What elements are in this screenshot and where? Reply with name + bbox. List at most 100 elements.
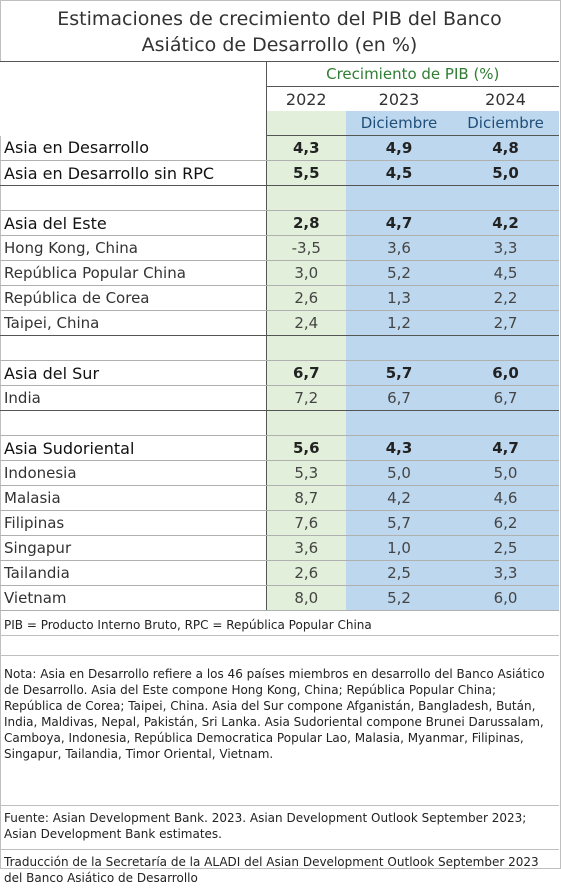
row-label: Malasia [0,485,267,511]
row-label [0,335,267,361]
value-cell: 5,0 [346,460,452,486]
value-cell: 3,0 [266,260,346,286]
value-cell: 4,5 [346,160,452,186]
value-cell: 6,7 [346,385,452,411]
value-cell: 1,2 [346,310,452,336]
table-row: Taipei, China 2,4 1,2 2,7 [0,310,560,336]
value-cell [452,335,560,361]
value-cell: 8,0 [266,585,346,611]
table-row: República de Corea 2,6 1,3 2,2 [0,285,560,311]
growth-label: Crecimiento de PIB (%) [266,62,560,87]
row-label: Asia del Este [0,210,267,236]
spacer-row [0,335,560,361]
value-cell: 4,2 [346,485,452,511]
table-row: India 7,2 6,7 6,7 [0,385,560,411]
value-cell: 6,7 [266,360,346,386]
row-label: Singapur [0,535,267,561]
row-label [0,410,267,436]
table-row: Filipinas 7,6 5,7 6,2 [0,510,560,536]
header-row-years: 2022 2023 2024 [0,86,560,111]
value-cell: 5,6 [266,435,346,461]
value-cell [452,410,560,436]
gdp-table: Crecimiento de PIB (%) 2022 2023 2024 Di… [0,62,560,611]
value-cell: 4,7 [346,210,452,236]
notes-section: PIB = Producto Interno Bruto, RPC = Repú… [0,612,559,890]
spacer-row [0,410,560,436]
value-cell: 2,6 [266,560,346,586]
value-cell: 5,7 [346,510,452,536]
table-row: Malasia 8,7 4,2 4,6 [0,485,560,511]
row-label: Vietnam [0,585,267,611]
value-cell [346,185,452,211]
value-cell: 6,7 [452,385,560,411]
row-label: Asia en Desarrollo sin RPC [0,160,267,186]
value-cell: 1,0 [346,535,452,561]
value-cell: 1,3 [346,285,452,311]
month-2023: Diciembre [346,111,452,136]
table-row: Asia del Sur 6,7 5,7 6,0 [0,360,560,386]
value-cell: 4,9 [346,135,452,161]
row-label: Asia Sudoriental [0,435,267,461]
title-line-2: Asiático de Desarrollo (en %) [141,34,418,56]
value-cell: 4,7 [452,435,560,461]
value-cell: 4,2 [452,210,560,236]
value-cell: 5,7 [346,360,452,386]
value-cell: 3,6 [266,535,346,561]
value-cell: 4,3 [266,135,346,161]
value-cell: 3,3 [452,235,560,261]
value-cell: 4,3 [346,435,452,461]
source-text: Fuente: Asian Development Bank. 2023. As… [0,806,559,850]
note-text: Nota: Asia en Desarrollo refiere a los 4… [0,656,559,806]
value-cell: 2,4 [266,310,346,336]
value-cell: 5,0 [452,460,560,486]
row-label: Asia del Sur [0,360,267,386]
month-2022 [266,111,346,136]
table-row: Vietnam 8,0 5,2 6,0 [0,585,560,611]
table-row: Asia Sudoriental 5,6 4,3 4,7 [0,435,560,461]
row-label: República Popular China [0,260,267,286]
table-row: Asia en Desarrollo 4,3 4,9 4,8 [0,135,560,161]
value-cell: 2,5 [346,560,452,586]
row-label: India [0,385,267,411]
value-cell: 3,3 [452,560,560,586]
value-cell: 5,2 [346,260,452,286]
value-cell: -3,5 [266,235,346,261]
value-cell: 4,8 [452,135,560,161]
row-label: Filipinas [0,510,267,536]
value-cell: 5,3 [266,460,346,486]
value-cell: 4,6 [452,485,560,511]
row-label: Indonesia [0,460,267,486]
value-cell: 8,7 [266,485,346,511]
row-label [0,185,267,211]
table-row: Indonesia 5,3 5,0 5,0 [0,460,560,486]
value-cell [452,185,560,211]
value-cell: 2,5 [452,535,560,561]
value-cell: 5,0 [452,160,560,186]
value-cell: 5,2 [346,585,452,611]
row-label: República de Corea [0,285,267,311]
header-row-growth: Crecimiento de PIB (%) [0,62,560,87]
year-2022: 2022 [266,86,346,111]
value-cell: 7,2 [266,385,346,411]
table-row: Asia en Desarrollo sin RPC 5,5 4,5 5,0 [0,160,560,186]
value-cell [266,185,346,211]
value-cell: 4,5 [452,260,560,286]
value-cell: 6,2 [452,510,560,536]
value-cell: 3,6 [346,235,452,261]
month-2024: Diciembre [452,111,560,136]
value-cell: 7,6 [266,510,346,536]
table-row: Hong Kong, China -3,5 3,6 3,3 [0,235,560,261]
translation-text: Traducción de la Secretaría de la ALADI … [4,855,539,885]
table-row: República Popular China 3,0 5,2 4,5 [0,260,560,286]
table-row: Asia del Este 2,8 4,7 4,2 [0,210,560,236]
value-cell: 6,0 [452,585,560,611]
value-cell: 2,7 [452,310,560,336]
value-cell: 5,5 [266,160,346,186]
row-label: Taipei, China [0,310,267,336]
header-row-months: Diciembre Diciembre [0,111,560,136]
value-cell: 2,2 [452,285,560,311]
value-cell [266,410,346,436]
year-2023: 2023 [346,86,452,111]
table-title: Estimaciones de crecimiento del PIB del … [0,0,559,62]
title-line-1: Estimaciones de crecimiento del PIB del … [57,8,502,30]
